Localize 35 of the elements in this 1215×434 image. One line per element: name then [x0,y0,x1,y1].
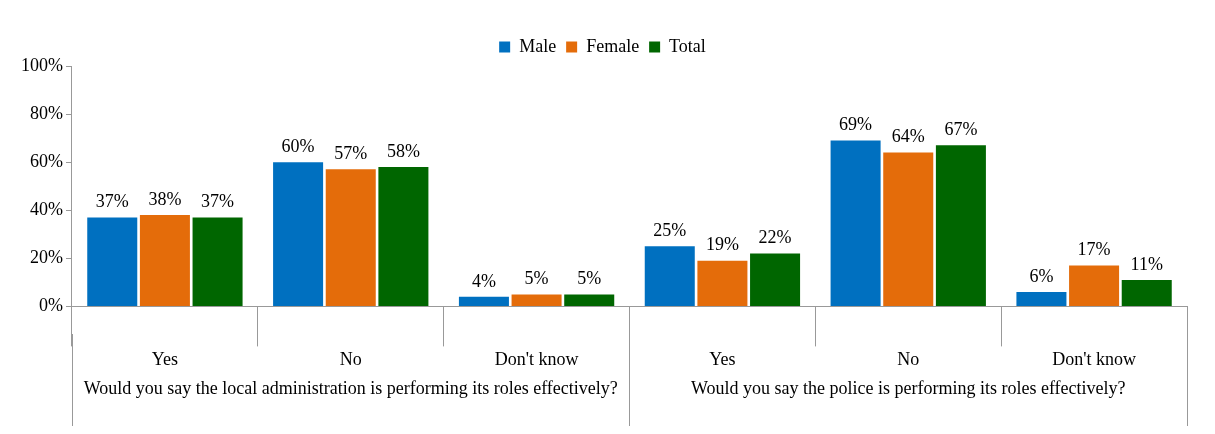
data-label: 67% [944,119,978,140]
x-tick-label: Yes [709,348,736,369]
data-label: 6% [1029,265,1054,286]
data-label: 19% [705,234,739,255]
data-label: 64% [891,126,925,147]
legend-label: Male [519,35,557,56]
y-tick-label: 60% [29,150,63,171]
data-label: 11% [1130,253,1163,274]
text: Would you say the local administration is performing its roles effectively? [83,377,618,398]
data-label: 5% [524,268,549,289]
data-label: 17% [1077,239,1111,260]
x-tick-label: No [339,348,362,369]
legend-label: Total [669,35,706,56]
data-label: 4% [471,270,496,291]
data-label: 58% [386,140,420,161]
x-tick-label: Don't know [1052,348,1136,369]
text: Would you say the police is performing its roles effectively? [690,377,1126,398]
legend-label: Female [586,35,640,56]
data-label: 60% [281,135,315,156]
data-label: 57% [334,143,368,164]
x-tick-label: No [897,348,920,369]
data-label: 5% [577,268,602,289]
data-label: 37% [95,191,129,212]
data-label: 38% [148,188,182,209]
y-tick-label: 40% [29,198,63,219]
data-label: 69% [839,114,873,135]
y-tick-label: 0% [38,295,63,316]
x-tick-label: Don't know [494,348,579,369]
data-label: 25% [653,220,687,241]
y-tick-label: 100% [20,54,63,75]
x-tick-label: Yes [151,348,179,369]
y-tick-label: 80% [29,102,63,123]
data-label: 22% [758,227,792,248]
data-label: 37% [201,191,235,212]
y-tick-label: 20% [29,247,63,268]
